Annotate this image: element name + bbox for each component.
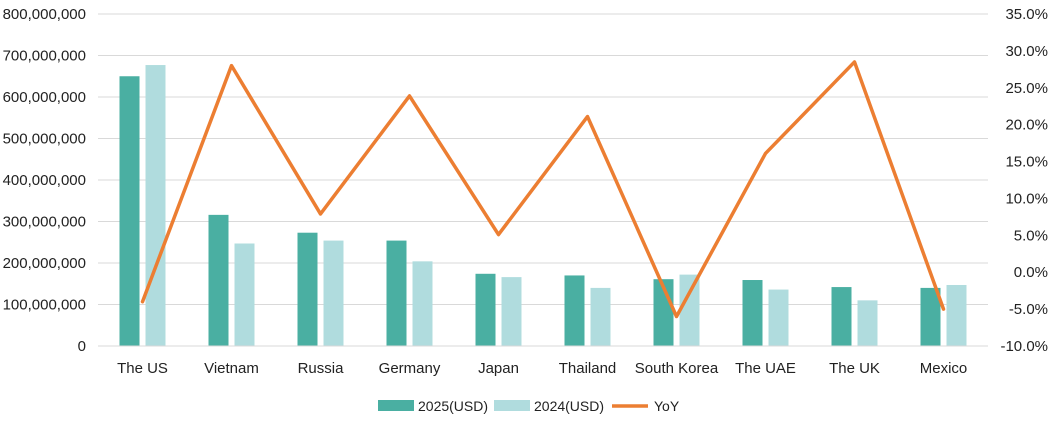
legend-label: YoY	[654, 398, 680, 414]
legend-swatch	[378, 400, 414, 411]
bar-2024usd	[234, 243, 255, 346]
category-label: Mexico	[920, 360, 968, 377]
category-label: The UAE	[735, 360, 796, 377]
category-label: Russia	[298, 360, 345, 377]
bar-2024usd	[145, 65, 166, 347]
category-label: The US	[117, 360, 168, 377]
left-axis-tick-label: 0	[78, 338, 86, 355]
bar-2025usd	[742, 280, 763, 346]
category-label: The UK	[829, 360, 880, 377]
left-axis-tick-label: 500,000,000	[3, 131, 86, 148]
bar-2024usd	[501, 277, 522, 346]
left-axis-tick-label: 800,000,000	[3, 6, 86, 23]
axes: 0 100,000,000 200,000,000 300,000,000 400,00…	[3, 6, 1048, 377]
bar-2024usd	[768, 289, 789, 346]
bar-2024usd	[323, 240, 344, 346]
left-axis-tick-label: 200,000,000	[3, 255, 86, 272]
legend-label: 2024(USD)	[534, 398, 604, 414]
right-axis-tick-label: 0.0%	[1014, 264, 1048, 281]
left-axis-tick-label: 300,000,000	[3, 214, 86, 231]
yoy-line	[140, 60, 946, 319]
category-label: Japan	[478, 360, 519, 377]
bars	[119, 65, 967, 347]
left-axis-tick-label: 100,000,000	[3, 297, 86, 314]
bar-2025usd	[475, 273, 496, 346]
bar-2025usd	[920, 287, 941, 346]
right-axis-tick-label: 5.0%	[1014, 227, 1048, 244]
right-axis-tick-label: -10.0%	[1000, 338, 1048, 355]
right-axis-tick-label: 10.0%	[1005, 190, 1048, 207]
bar-2025usd	[297, 232, 318, 346]
right-axis-tick-label: 30.0%	[1005, 43, 1048, 60]
category-label: Germany	[379, 360, 441, 377]
bar-2024usd	[679, 274, 700, 346]
right-axis-tick-label: 25.0%	[1005, 80, 1048, 97]
bar-2024usd	[946, 284, 967, 346]
category-label: South Korea	[635, 360, 719, 377]
gridlines	[98, 13, 988, 305]
yoy-line-group	[140, 60, 946, 319]
legend-label: 2025(USD)	[418, 398, 488, 414]
bar-2025usd	[119, 76, 140, 346]
right-axis-tick-label: 35.0%	[1005, 6, 1048, 23]
bar-2025usd	[564, 275, 585, 346]
left-axis-tick-label: 600,000,000	[3, 89, 86, 106]
bar-2025usd	[208, 214, 229, 346]
bar-2024usd	[412, 261, 433, 346]
right-axis-tick-label: 15.0%	[1005, 154, 1048, 171]
right-axis-tick-label: -5.0%	[1009, 301, 1048, 318]
bar-2025usd	[831, 287, 852, 346]
category-label: Vietnam	[204, 360, 259, 377]
right-axis-tick-label: 20.0%	[1005, 117, 1048, 134]
legend: 2025(USD) 2024(USD) YoY	[378, 398, 680, 414]
bar-2024usd	[857, 300, 878, 346]
bar-2024usd	[590, 287, 611, 346]
legend-swatch	[494, 400, 530, 411]
category-label: Thailand	[559, 360, 617, 377]
left-axis-tick-label: 700,000,000	[3, 48, 86, 65]
left-axis-tick-label: 400,000,000	[3, 172, 86, 189]
bar-2025usd	[386, 240, 407, 346]
